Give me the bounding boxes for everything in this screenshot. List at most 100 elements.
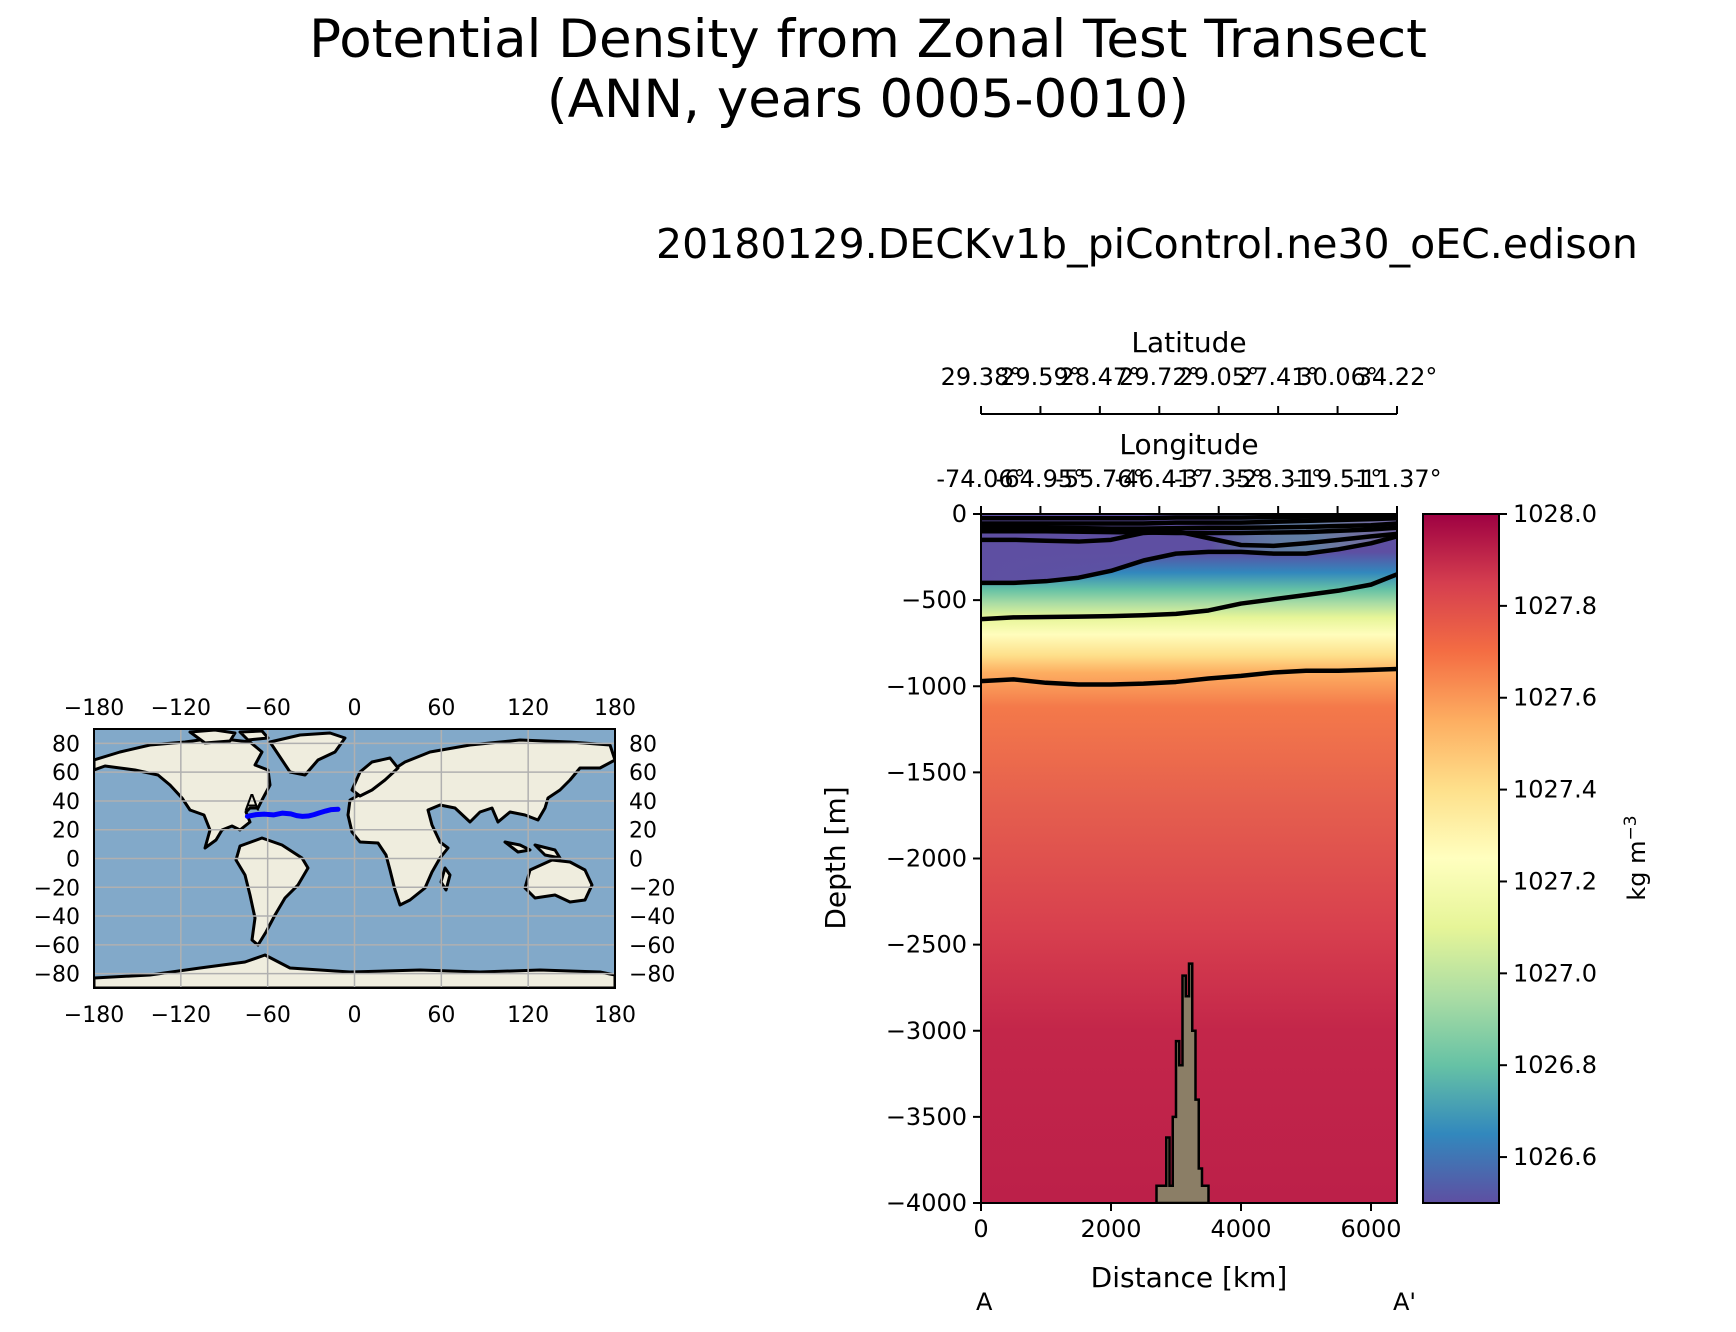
colorbar-tick-label: 1027.0 bbox=[1513, 959, 1597, 987]
colorbar-tick-label: 1027.2 bbox=[1513, 867, 1597, 895]
map-transect-line bbox=[244, 806, 341, 819]
distance-axis-ticks: 0 2000 4000 6000 bbox=[973, 1203, 1402, 1243]
map-lat-tick-left: −80 bbox=[34, 963, 80, 988]
latitude-tick-label: 29.59° bbox=[1000, 363, 1081, 391]
endpoint-right-label: A' bbox=[1393, 1288, 1416, 1316]
map-lat-tick-right: −40 bbox=[629, 905, 675, 930]
colorbar-tick-label: 1027.8 bbox=[1513, 592, 1597, 620]
density-contour-1 bbox=[981, 514, 1397, 521]
colorbar-unit-label: kg m−3 bbox=[1621, 815, 1651, 900]
map-lon-tick-top: 120 bbox=[507, 696, 549, 721]
depth-tick-label: −1500 bbox=[886, 758, 967, 786]
map-lon-tick-bottom: −60 bbox=[244, 1003, 290, 1028]
map-lat-tick-right: −80 bbox=[629, 963, 675, 988]
map-lat-tick-right: −60 bbox=[629, 934, 675, 959]
latitude-tick-label: 30.06° bbox=[1297, 363, 1378, 391]
map-lat-tick-right: 0 bbox=[629, 848, 643, 873]
continent-south-america bbox=[234, 836, 310, 947]
latitude-tick-label: 29.72° bbox=[1119, 363, 1200, 391]
depth-tick-label: −3500 bbox=[886, 1103, 967, 1131]
longitude-tick-label: -28.31° bbox=[1233, 465, 1322, 493]
map-lat-tick-left: 40 bbox=[52, 790, 80, 815]
endpoint-left-label: A bbox=[976, 1288, 993, 1316]
figure-title-line2: (ANN, years 0005-0010) bbox=[546, 69, 1190, 130]
map-frame bbox=[93, 728, 616, 989]
map-lat-tick-left: 80 bbox=[52, 732, 80, 757]
map-lon-tick-bottom: 120 bbox=[507, 1003, 549, 1028]
map-lon-tick-top: −120 bbox=[151, 696, 211, 721]
longitude-tick-label: -74.06° bbox=[936, 465, 1025, 493]
density-contour-8 bbox=[981, 666, 1397, 687]
map-lat-tick-right: −20 bbox=[629, 876, 675, 901]
density-contour-3 bbox=[981, 521, 1397, 531]
colorbar-tick-label: 1026.6 bbox=[1513, 1143, 1597, 1171]
map-ticks: −180 −180 −120 −120 −60 −60 0 0 60 60 120 120 180 180… bbox=[34, 696, 676, 1028]
latitude-tick-label: 29.38° bbox=[941, 363, 1022, 391]
density-contour-6 bbox=[981, 534, 1397, 586]
island-madagascar bbox=[439, 866, 452, 892]
density-contour-5 bbox=[981, 528, 1397, 549]
colorbar-ticks: 1028.0 1027.8 1027.6 1027.4 1027.2 1027.0 1026… bbox=[1499, 500, 1597, 1171]
longitude-axis-label: Longitude bbox=[1119, 428, 1258, 461]
distance-tick-label: 6000 bbox=[1340, 1215, 1401, 1243]
map-lat-tick-right: 60 bbox=[629, 761, 657, 786]
map-lat-tick-left: −60 bbox=[34, 934, 80, 959]
distance-tick-label: 0 bbox=[973, 1215, 988, 1243]
density-contour-4 bbox=[981, 525, 1397, 536]
depth-tick-label: 0 bbox=[952, 500, 967, 528]
continent-antarctica bbox=[94, 953, 615, 988]
map-lon-tick-bottom: 180 bbox=[594, 1003, 636, 1028]
map-lat-tick-left: 0 bbox=[66, 848, 80, 873]
longitude-tick-label: -55.76° bbox=[1055, 465, 1144, 493]
depth-tick-label: −4000 bbox=[886, 1189, 967, 1217]
latitude-axis-label: Latitude bbox=[1131, 326, 1246, 359]
map-lat-tick-left: −20 bbox=[34, 876, 80, 901]
depth-axis-label: Depth [m] bbox=[819, 786, 852, 929]
longitude-tick-label: -11.37° bbox=[1352, 465, 1441, 493]
map-lat-tick-right: 20 bbox=[629, 819, 657, 844]
depth-tick-label: −500 bbox=[901, 586, 967, 614]
map-lat-tick-left: −40 bbox=[34, 905, 80, 930]
colorbar-tick-label: 1027.6 bbox=[1513, 684, 1597, 712]
map-lat-tick-right: 40 bbox=[629, 790, 657, 815]
depth-tick-label: −2500 bbox=[886, 931, 967, 959]
continent-europe bbox=[350, 756, 400, 798]
latitude-tick-label: 29.05° bbox=[1178, 363, 1259, 391]
depth-tick-label: −2000 bbox=[886, 845, 967, 873]
colorbar-unit-exponent: −3 bbox=[1621, 815, 1641, 840]
map-lon-tick-top: −60 bbox=[244, 696, 290, 721]
colorbar-tick-label: 1027.4 bbox=[1513, 776, 1597, 804]
map-lon-tick-bottom: −120 bbox=[151, 1003, 211, 1028]
distance-tick-label: 2000 bbox=[1080, 1215, 1141, 1243]
longitude-tick-label: -64.95° bbox=[996, 465, 1085, 493]
map-lat-tick-left: 60 bbox=[52, 761, 80, 786]
density-contour-2 bbox=[981, 516, 1397, 526]
map-lon-tick-top: 180 bbox=[594, 696, 636, 721]
colorbar-tick-label: 1026.8 bbox=[1513, 1051, 1597, 1079]
map-lon-tick-bottom: 0 bbox=[348, 1003, 362, 1028]
distance-tick-label: 4000 bbox=[1210, 1215, 1271, 1243]
longitude-axis-ticks: -74.06°-64.95°-55.76°-46.41°-37.35°-28.3… bbox=[936, 465, 1442, 514]
density-contour-7 bbox=[981, 572, 1397, 622]
map-grid bbox=[93, 729, 616, 988]
distance-axis-label: Distance [km] bbox=[1091, 1261, 1288, 1294]
longitude-tick-label: -37.35° bbox=[1174, 465, 1263, 493]
longitude-tick-label: -46.41° bbox=[1115, 465, 1204, 493]
latitude-tick-label: 27.41° bbox=[1238, 363, 1319, 391]
depth-tick-label: −3000 bbox=[886, 1017, 967, 1045]
latitude-axis-ticks: 29.38°29.59°28.47°29.72°29.05°27.41°30.0… bbox=[941, 363, 1438, 414]
bathymetry-ridge bbox=[1155, 962, 1210, 1203]
map-lat-tick-left: 20 bbox=[52, 819, 80, 844]
run-name: 20180129.DECKv1b_piControl.ne30_oEC.edis… bbox=[656, 220, 1638, 268]
figure-title: Potential Density from Zonal Test Transe… bbox=[0, 10, 1736, 130]
depth-tick-label: −1000 bbox=[886, 672, 967, 700]
map-lon-tick-top: −180 bbox=[64, 696, 124, 721]
longitude-tick-label: -19.51° bbox=[1293, 465, 1382, 493]
map-lon-tick-bottom: 60 bbox=[427, 1003, 455, 1028]
colorbar bbox=[1422, 513, 1500, 1204]
continent-australia bbox=[523, 858, 594, 904]
latitude-tick-label: 28.47° bbox=[1059, 363, 1140, 391]
latitude-tick-label: 34.22° bbox=[1357, 363, 1438, 391]
